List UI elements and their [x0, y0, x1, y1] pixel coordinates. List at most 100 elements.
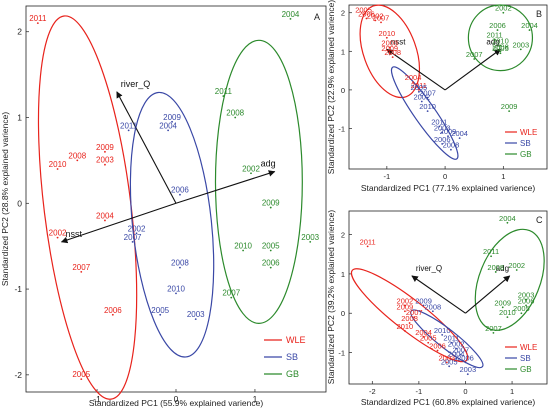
panel-a-point-label-wle: 2002: [49, 229, 67, 238]
panel-a-point-sb: [171, 120, 173, 123]
panel-c-point-sb: [431, 310, 434, 313]
panel-c-point-label-wle: 2011: [360, 237, 376, 246]
panel-b-point-label-sb: 2002: [413, 92, 430, 101]
panel-a-point-wle: [111, 313, 114, 316]
panel-c-y-tick-label: 2: [341, 231, 345, 240]
panel-c-point-label-sb: 2006: [457, 353, 474, 362]
panel-a-point-label-gb: 2002: [242, 164, 260, 173]
panel-b-point-gb: [499, 50, 502, 53]
panel-b-point-label-sb: 2008: [443, 141, 460, 150]
panel-b-vector-nsst: [386, 48, 446, 91]
panel-c-point-sb: [448, 365, 451, 368]
panel-c-y-tick-label: 0: [341, 309, 345, 318]
panel-a-point-label-wle: 2003: [96, 156, 114, 165]
panel-b-point-wle: [417, 88, 420, 91]
panel-c-point-label-wle: 2009: [397, 302, 414, 311]
panel-a-point-gb: [269, 249, 272, 252]
panel-a-y-tick-label: -2: [14, 370, 22, 380]
panel-a-point-gb: [230, 296, 233, 299]
panel-c-point-label-gb: 2006: [518, 296, 535, 305]
panel-c-point-label-gb: 2004: [499, 214, 516, 223]
panel-b-point-gb: [473, 58, 476, 60]
panel-a-point-label-sb: 2007: [124, 233, 142, 242]
panel-c-point-sb: [455, 357, 458, 360]
panel-b-point-label-sb: 2009: [440, 127, 457, 136]
panel-b-vector-label: nsst: [391, 37, 406, 46]
panel-b-point-label-wle: 2004: [405, 73, 422, 82]
panel-c-point-wle: [404, 304, 406, 307]
panel-b-point-sb: [417, 90, 420, 93]
panel-b-id-label: B: [536, 9, 542, 19]
panel-a-point-label-sb: 2009: [163, 113, 181, 122]
panel-c-point-wle: [404, 310, 406, 313]
panel-b-point-gb: [528, 29, 531, 31]
panel-c-point-label-gb: 2002: [508, 261, 525, 270]
panel-a-point-label-sb: 2003: [187, 310, 205, 319]
panel-c-point-label-wle: 2006: [429, 342, 446, 351]
panel-a-ellipse-sb: [129, 91, 215, 358]
panel-c-point-label-wle: 2004: [415, 328, 432, 337]
panel-b-point-sb: [420, 100, 423, 103]
panel-b-point-label-wle: 2003: [381, 38, 398, 47]
panel-a-x-tick-label: -1: [93, 394, 101, 404]
panel-c-point-sb: [459, 353, 462, 356]
panel-a-point-sb: [135, 232, 138, 235]
panel-a-vector-label: adg: [261, 159, 276, 169]
panel-a-point-label-wle: 2009: [96, 143, 114, 152]
panel-a-point-gb: [309, 240, 312, 243]
panel-a-point-label-sb: 2010: [167, 284, 185, 293]
panel-c-point-label-gb: 2009: [494, 298, 511, 307]
panel-c-x-tick-label: 1: [510, 387, 514, 396]
panel-c-ellipse-gb: [474, 228, 545, 331]
panel-b-point-label-wle: 2008: [384, 48, 401, 57]
panel-c-point-sb: [441, 333, 444, 336]
panel-b-x-tick-label: -1: [384, 172, 391, 181]
panel-c-point-label-sb: 2003: [459, 365, 476, 374]
panel-b-point-wle: [374, 19, 377, 22]
panel-a-x-tick-label: 1: [253, 394, 258, 404]
panel-b-point-label-gb: 2007: [466, 50, 483, 59]
panel-c-point-label-sb: 2007: [452, 346, 469, 355]
panel-c-point-label-gb: 2003: [518, 290, 535, 299]
panel-b-vector-adg: [444, 48, 501, 91]
panel-b-legend-label-sb: SB: [520, 139, 531, 148]
panel-c-point-gb: [520, 312, 523, 315]
panel-a-point-sb: [131, 240, 134, 243]
panel-a-legend-label-gb: GB: [286, 369, 299, 379]
panel-c-point-sb: [464, 361, 467, 364]
panel-a-vector-nsst: [60, 202, 177, 244]
panel-b-point-label-wle: 2006: [358, 10, 375, 19]
panel-b-ellipse-sb: [390, 66, 459, 160]
panel-a-point-label-gb: 2007: [222, 289, 240, 298]
panel-a-point-label-sb: 2002: [128, 224, 146, 233]
panel-a-point-label-gb: 2004: [282, 10, 300, 19]
panel-c-point-gb: [506, 316, 509, 319]
panel-c-y-tick-label: -1: [338, 349, 345, 358]
panel-b-point-gb: [508, 110, 511, 113]
panel-b-point-sb: [447, 135, 449, 138]
panel-c-vector-adg: [465, 275, 511, 314]
panel-a-point-sb: [179, 266, 181, 269]
panel-a-point-gb: [242, 249, 245, 252]
panel-c-point-label-sb: 2010: [434, 326, 451, 335]
panel-c-x-axis-label: Standardized PC1 (60.8% explained varien…: [361, 397, 536, 407]
panel-c-point-label-wle: 2008: [401, 314, 418, 323]
panel-b-point-label-gb: 2011: [487, 31, 503, 40]
panel-a-point-sb: [179, 193, 181, 196]
panel-a-point-wle: [80, 378, 83, 381]
panel-b-point-label-wle: 2005: [355, 6, 372, 15]
panel-c-legend-label-gb: GB: [520, 365, 532, 374]
panel-c-ellipse-wle: [350, 268, 469, 363]
panel-c-point-gb: [506, 221, 509, 224]
panel-b-point-label-sb: 2004: [451, 129, 468, 138]
panel-a-point-label-gb: 2010: [234, 241, 252, 250]
panel-b-point-label-gb: 2010: [492, 37, 509, 46]
panel-b-point-label-sb: 2010: [419, 102, 436, 111]
panel-c-point-wle: [413, 316, 416, 319]
panel-c-legend-label-wle: WLE: [520, 343, 537, 352]
panel-b-point-wle: [391, 56, 394, 58]
